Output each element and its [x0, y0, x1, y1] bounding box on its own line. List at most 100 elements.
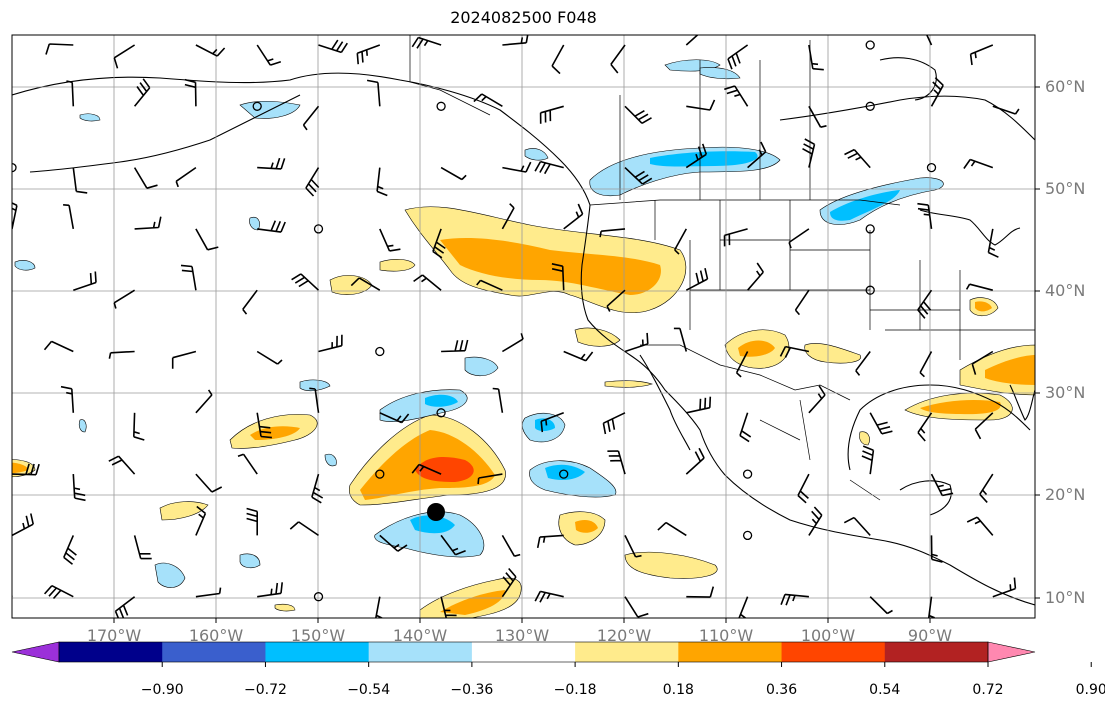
wind-barb [930, 473, 954, 497]
wind-barb [318, 334, 343, 353]
wind-barb [305, 167, 320, 197]
wind-barb [350, 277, 381, 291]
wind-barb [180, 264, 197, 291]
anomaly-region-pacific-low-4 [374, 511, 485, 558]
calm-wind-marker [742, 469, 753, 479]
colorbar-tick-label: −0.18 [553, 682, 597, 698]
canada-province-lines [619, 40, 811, 200]
map-frame [11, 34, 1036, 619]
lat-label-60n: 60°N [1045, 77, 1086, 96]
lon-label-160w: 160°W [188, 626, 244, 645]
wind-barb [60, 385, 75, 413]
wind-barb [289, 521, 319, 537]
calm-wind-marker [865, 40, 875, 50]
lon-label-120w: 120°W [596, 626, 652, 645]
wind-barb [441, 339, 469, 353]
us-mexico-border [640, 344, 851, 401]
wind-barb [246, 507, 258, 536]
wind-barb [540, 412, 564, 433]
wind-barb [723, 228, 748, 247]
colorbar-extend-low [11, 641, 60, 663]
wind-barb [551, 44, 565, 75]
wind-barb [195, 389, 213, 414]
political-boundaries [409, 35, 1035, 501]
calm-wind-marker [436, 408, 446, 418]
lon-label-170w: 170°W [86, 626, 142, 645]
wind-barb [808, 385, 826, 414]
wind-barb [974, 412, 994, 440]
wind-barb [133, 167, 158, 189]
yucatan [899, 480, 952, 516]
lon-label-130w: 130°W [494, 626, 550, 645]
colorbar-tick-label: −0.54 [347, 682, 391, 698]
colorbar-segments [59, 642, 989, 662]
anomaly-region-pacific-south-east [624, 551, 718, 579]
wind-barb [379, 534, 408, 552]
colorbar-tick-label: 0.72 [972, 682, 1004, 698]
florida [1009, 384, 1035, 421]
wind-barb [72, 474, 86, 502]
wind-barb [930, 535, 943, 563]
wind-barb [563, 350, 594, 362]
calm-wind-marker [559, 469, 569, 479]
wind-barb [302, 105, 320, 131]
wind-barb [66, 80, 75, 107]
wind-barb [133, 78, 151, 107]
wind-barb [291, 273, 320, 291]
wind-barb [843, 516, 871, 536]
lon-label-150w: 150°W [290, 626, 346, 645]
wind-barb [735, 351, 749, 378]
calm-wind-marker [865, 285, 875, 295]
wind-barb [133, 412, 145, 441]
baja-california [639, 354, 691, 451]
colorbar-segment [59, 642, 163, 662]
wind-barb [44, 584, 74, 600]
wind-barb [861, 445, 875, 475]
wind-barb [624, 596, 649, 618]
colorbar-segment [884, 642, 989, 662]
wind-barb [534, 590, 564, 603]
wind-barb [133, 535, 152, 560]
colorbar-tick-label: −0.72 [243, 682, 287, 698]
wind-barb [686, 396, 712, 414]
great-lakes [919, 209, 1021, 246]
wind-barb [624, 535, 642, 558]
coastline-alaska [12, 72, 591, 206]
wind-barb [599, 228, 626, 238]
wind-barb [917, 412, 933, 442]
us-canada-border [589, 199, 901, 206]
wind-barb [602, 412, 626, 435]
wind-barb [12, 463, 40, 476]
alaska-canada-border [409, 35, 491, 116]
wind-barb [12, 513, 34, 537]
calm-wind-marker [313, 224, 324, 234]
wind-barb [788, 228, 810, 249]
wind-barb [869, 596, 893, 615]
wind-barb [501, 333, 524, 353]
wind-barb [492, 387, 504, 413]
wind-barb [134, 216, 162, 230]
colorbar-tick-label: 0.36 [765, 682, 798, 698]
wind-barb [727, 44, 749, 70]
wind-barb [477, 473, 503, 485]
wind-barb [534, 160, 564, 175]
wind-barb [685, 268, 709, 291]
wind-barb [195, 473, 223, 493]
wind-barb [184, 78, 197, 107]
calm-wind-marker [12, 162, 17, 173]
wind-barb [927, 596, 935, 618]
wind-barb [476, 279, 503, 291]
wind-barb [237, 453, 258, 475]
wind-barb [685, 35, 699, 46]
wind-barb [12, 593, 13, 597]
wind-barb [965, 283, 994, 291]
storm-center-marker [427, 503, 445, 521]
wind-barb [930, 77, 944, 107]
wind-barb [610, 44, 626, 74]
colorbar-tick-label: 0.90 [1075, 682, 1105, 698]
wind-barb [919, 351, 933, 378]
wind-barb [473, 93, 503, 107]
wind-barb [685, 143, 708, 169]
wind-barb [256, 350, 283, 365]
mexico-state-lines [759, 399, 881, 501]
